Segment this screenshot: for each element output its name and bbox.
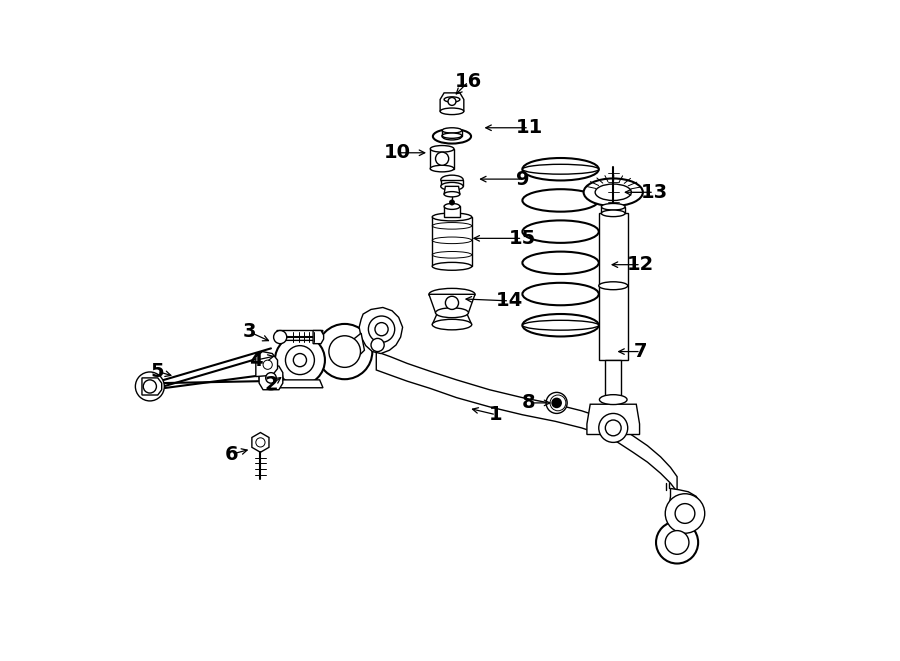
Ellipse shape [522, 321, 599, 330]
Circle shape [656, 522, 698, 564]
Text: 1: 1 [490, 405, 503, 424]
Circle shape [266, 373, 276, 383]
Circle shape [371, 338, 384, 352]
Text: 13: 13 [641, 183, 668, 202]
Ellipse shape [598, 282, 627, 290]
Ellipse shape [442, 133, 462, 140]
Circle shape [448, 97, 456, 105]
Ellipse shape [595, 184, 631, 200]
Text: 7: 7 [634, 342, 648, 361]
Circle shape [293, 354, 307, 367]
Polygon shape [376, 352, 677, 492]
Circle shape [317, 324, 373, 379]
Ellipse shape [444, 192, 460, 197]
Text: 14: 14 [496, 292, 523, 311]
Polygon shape [601, 207, 626, 214]
Ellipse shape [430, 165, 454, 172]
Text: 6: 6 [225, 445, 238, 464]
Polygon shape [432, 313, 472, 325]
Circle shape [675, 504, 695, 524]
Text: 3: 3 [242, 323, 256, 341]
Polygon shape [256, 352, 277, 377]
Ellipse shape [583, 178, 643, 206]
Polygon shape [444, 206, 460, 217]
Ellipse shape [436, 308, 468, 318]
Polygon shape [338, 333, 364, 365]
Circle shape [665, 531, 688, 555]
Polygon shape [598, 214, 627, 360]
Text: 8: 8 [522, 393, 536, 412]
Polygon shape [259, 366, 283, 390]
Polygon shape [277, 380, 323, 388]
Ellipse shape [601, 204, 626, 210]
Ellipse shape [429, 288, 475, 300]
Ellipse shape [444, 204, 460, 210]
Polygon shape [142, 378, 162, 395]
Ellipse shape [522, 165, 599, 174]
Polygon shape [429, 294, 475, 313]
Circle shape [256, 438, 265, 447]
Circle shape [328, 336, 361, 368]
Text: 5: 5 [150, 362, 164, 381]
Text: 16: 16 [454, 72, 482, 91]
Polygon shape [440, 93, 464, 111]
Polygon shape [313, 330, 324, 344]
Text: 9: 9 [516, 170, 529, 188]
Ellipse shape [442, 133, 462, 138]
Circle shape [449, 200, 454, 205]
Polygon shape [359, 307, 402, 354]
Circle shape [263, 360, 273, 369]
Ellipse shape [441, 182, 464, 190]
Circle shape [135, 372, 165, 401]
Polygon shape [669, 488, 700, 531]
Circle shape [375, 323, 388, 336]
Text: 2: 2 [265, 375, 278, 394]
Ellipse shape [432, 319, 472, 330]
Circle shape [436, 152, 449, 165]
Circle shape [274, 330, 287, 344]
Circle shape [285, 346, 314, 375]
Polygon shape [587, 405, 640, 434]
Circle shape [552, 399, 562, 408]
Polygon shape [441, 180, 464, 186]
Polygon shape [430, 149, 454, 169]
Circle shape [665, 494, 705, 533]
Circle shape [274, 335, 325, 385]
Text: 12: 12 [627, 255, 654, 274]
Polygon shape [606, 360, 621, 400]
Polygon shape [277, 330, 323, 340]
Text: 10: 10 [383, 143, 410, 163]
Ellipse shape [601, 210, 626, 217]
Ellipse shape [432, 213, 472, 221]
Circle shape [259, 366, 283, 390]
Ellipse shape [432, 262, 472, 270]
Circle shape [368, 316, 395, 342]
Ellipse shape [442, 128, 462, 133]
Circle shape [598, 413, 627, 442]
Text: 15: 15 [508, 229, 536, 248]
Circle shape [606, 420, 621, 436]
Polygon shape [444, 186, 460, 194]
Circle shape [143, 380, 157, 393]
Ellipse shape [441, 175, 464, 184]
Ellipse shape [444, 97, 460, 102]
Ellipse shape [599, 395, 627, 405]
Polygon shape [432, 217, 472, 266]
Circle shape [446, 296, 459, 309]
Text: 11: 11 [516, 118, 543, 137]
Polygon shape [442, 130, 462, 136]
Ellipse shape [440, 108, 464, 114]
Ellipse shape [430, 145, 454, 152]
Polygon shape [252, 432, 269, 452]
Text: 4: 4 [249, 350, 263, 369]
Circle shape [546, 393, 567, 413]
Ellipse shape [433, 129, 471, 143]
